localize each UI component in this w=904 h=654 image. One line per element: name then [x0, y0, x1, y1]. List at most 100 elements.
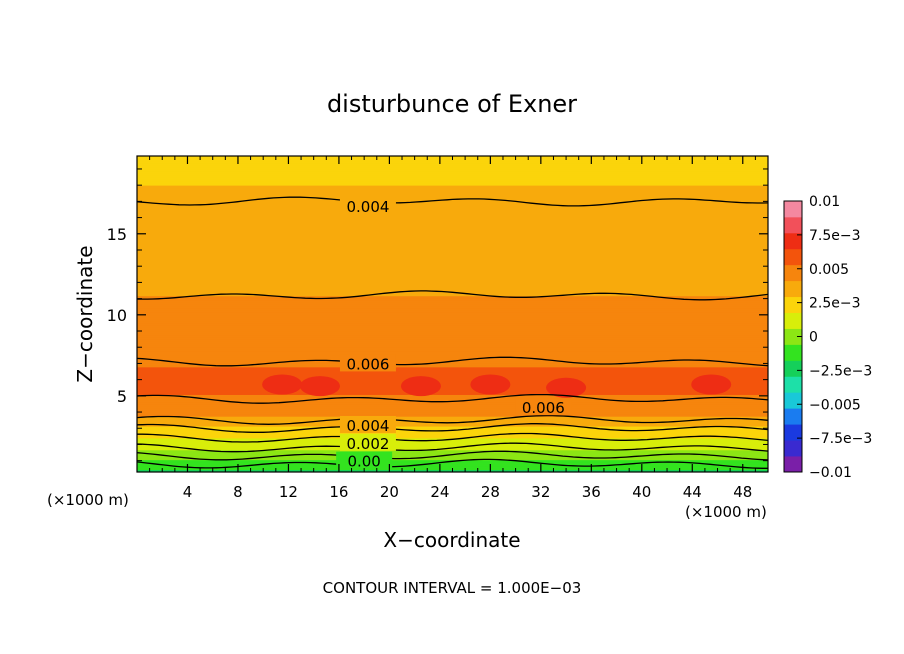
fill-band: [137, 270, 768, 274]
fill-band: [137, 298, 768, 301]
x-axis-ticks: 4 8 12 16 20 24 28 32 36 40 44 48: [149, 156, 756, 501]
fill-band: [137, 385, 768, 388]
contour-label-bg: [339, 416, 396, 434]
y-tick-label: 15: [107, 225, 127, 244]
fill-band: [137, 444, 768, 447]
fill-band: [137, 452, 768, 455]
fill-band: [137, 464, 768, 467]
fill-band: [137, 394, 768, 398]
contour-label-bg: [339, 197, 396, 215]
fill-band: [137, 191, 768, 195]
fill-band: [137, 308, 768, 311]
fill-band: [137, 159, 768, 163]
fill-band: [137, 329, 768, 333]
chart-title: disturbunce of Exner: [327, 90, 577, 118]
fill-band: [137, 175, 768, 179]
fill-band: [137, 377, 768, 380]
fill-band: [137, 351, 768, 355]
contour-label: 0.004: [346, 198, 389, 216]
fill-band: [137, 466, 768, 469]
local-maximum-region: [691, 374, 732, 395]
fill-band: [137, 258, 768, 262]
fill-band: [137, 282, 768, 285]
fill-band: [137, 189, 768, 193]
colorbar-swatch: [784, 296, 802, 313]
x-tick-label: 32: [531, 483, 550, 501]
fill-band: [137, 217, 768, 220]
x-tick-label: 24: [430, 483, 449, 501]
contour-label-bg: [336, 451, 393, 469]
fill-band: [137, 426, 768, 430]
fill-band: [137, 167, 768, 171]
colorbar-swatch: [784, 248, 802, 266]
y-tick-label: 10: [107, 306, 127, 325]
fill-band: [137, 319, 768, 323]
colorbar-swatch: [784, 216, 802, 234]
contour-line: [137, 423, 768, 433]
fill-band: [137, 250, 768, 254]
colorbar-swatch: [784, 264, 802, 282]
fill-band: [137, 381, 768, 384]
fill-band: [137, 335, 768, 339]
fill-band: [137, 414, 768, 418]
fill-band: [137, 203, 768, 206]
fill-band: [137, 238, 768, 242]
fill-band: [137, 274, 768, 278]
contour-line: [137, 450, 768, 461]
contour-line: [137, 196, 768, 207]
fill-band: [137, 233, 768, 236]
fill-band: [137, 408, 768, 412]
colorbar-swatch: [784, 201, 802, 218]
fill-band: [137, 187, 768, 191]
contour-label: 0.00: [347, 453, 380, 471]
fill-band: [137, 458, 768, 461]
fill-band: [137, 272, 768, 276]
colorbar-label: 0.005: [809, 262, 849, 278]
colorbar-swatch: [784, 440, 802, 457]
fill-band: [137, 321, 768, 325]
contour-label: 0.006: [346, 355, 389, 373]
fill-band: [137, 296, 768, 299]
contour-label: 0.006: [522, 399, 565, 417]
fill-band: [137, 353, 768, 357]
fill-band: [137, 219, 768, 222]
colorbar-label: 0.01: [809, 194, 840, 210]
fill-band: [137, 345, 768, 349]
fill-band: [137, 402, 768, 406]
fill-band: [137, 317, 768, 321]
fill-band: [137, 262, 768, 266]
fill-band: [137, 434, 768, 438]
fill-band: [137, 432, 768, 436]
fill-band: [137, 389, 768, 392]
fill-band: [137, 256, 768, 260]
fill-band: [137, 280, 768, 283]
fill-band: [137, 227, 768, 230]
colorbar-swatch: [784, 280, 802, 298]
fill-band: [137, 199, 768, 203]
fill-band: [137, 169, 768, 173]
fill-band: [137, 278, 768, 282]
fill-band: [137, 398, 768, 402]
fill-band: [137, 284, 768, 287]
contour-line: [137, 393, 768, 404]
colorbar-swatch: [784, 360, 802, 377]
fill-band: [137, 290, 768, 293]
fill-band: [137, 286, 768, 289]
fill-band: [137, 400, 768, 404]
fill-band: [137, 177, 768, 181]
contour-line: [137, 458, 768, 469]
colorbar-label: 7.5e−3: [809, 228, 861, 244]
contour-label-bg: [515, 398, 572, 416]
fill-band: [137, 418, 768, 422]
fill-band: [137, 171, 768, 175]
fill-band: [137, 302, 768, 305]
contour-label: 0.002: [346, 435, 389, 453]
colorbar-swatch: [784, 312, 802, 329]
fill-band: [137, 252, 768, 256]
fill-band: [137, 246, 768, 250]
x-tick-label: 40: [632, 483, 651, 501]
fill-band: [137, 193, 768, 197]
fill-band: [137, 430, 768, 434]
fill-band: [137, 325, 768, 329]
